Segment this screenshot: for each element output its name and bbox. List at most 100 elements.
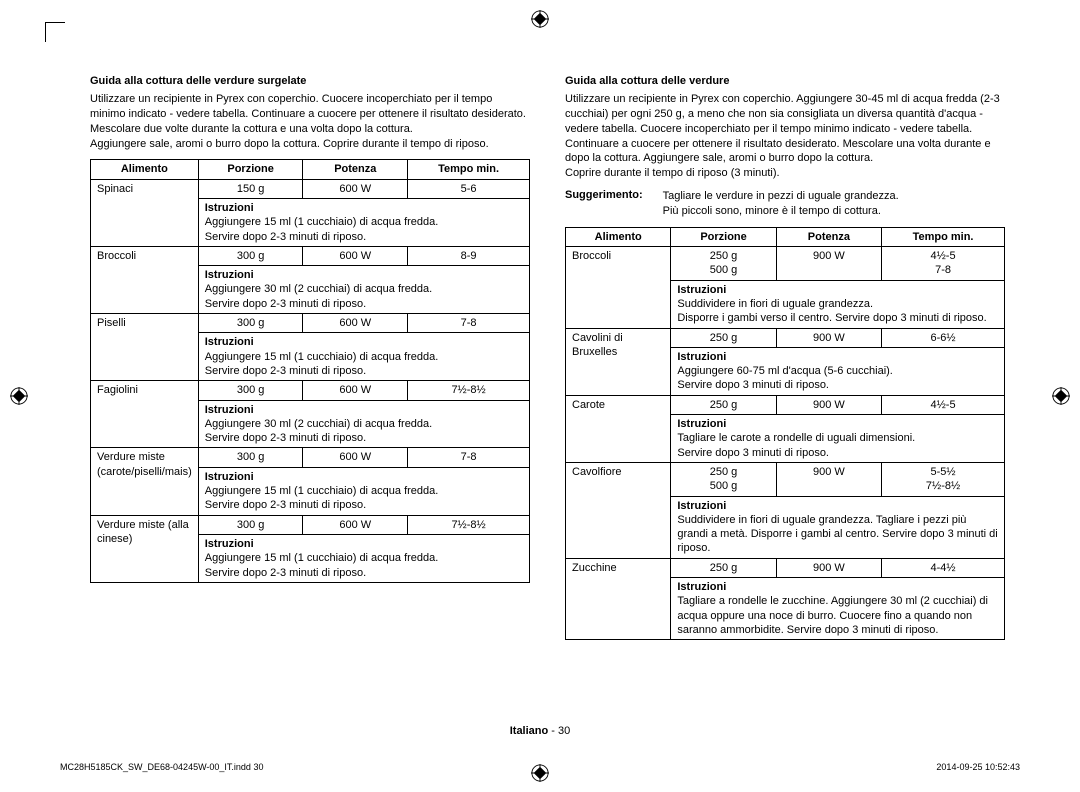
cell-portion: 150 g xyxy=(198,179,303,198)
cell-power: 600 W xyxy=(303,246,408,265)
table-row: Fagiolini300 g600 W7½-8½ xyxy=(91,381,530,400)
cell-time: 4-4½ xyxy=(882,558,1005,577)
right-intro: Utilizzare un recipiente in Pyrex con co… xyxy=(565,92,1005,181)
table-header-row: Alimento Porzione Potenza Tempo min. xyxy=(91,160,530,179)
cell-power: 900 W xyxy=(776,395,881,414)
left-column: Guida alla cottura delle verdure surgela… xyxy=(90,75,530,640)
cell-instructions: IstruzioniTagliare le carote a rondelle … xyxy=(671,415,1005,463)
fresh-veg-table: Alimento Porzione Potenza Tempo min. Bro… xyxy=(565,227,1005,640)
table-row: Cavolini di Bruxelles250 g900 W6-6½ xyxy=(566,328,1005,347)
cell-power: 900 W xyxy=(776,247,881,281)
cell-portion: 300 g xyxy=(198,515,303,534)
right-section-title: Guida alla cottura delle verdure xyxy=(565,75,1005,87)
instructions-label: Istruzioni xyxy=(677,284,726,296)
instructions-label: Istruzioni xyxy=(677,418,726,430)
instructions-label: Istruzioni xyxy=(205,471,254,483)
cell-power: 600 W xyxy=(303,314,408,333)
cell-instructions: IstruzioniSuddividere in fiori di uguale… xyxy=(671,496,1005,558)
instructions-label: Istruzioni xyxy=(677,351,726,363)
col-potenza: Potenza xyxy=(303,160,408,179)
cell-power: 900 W xyxy=(776,558,881,577)
cell-power: 600 W xyxy=(303,448,408,467)
cell-portion: 250 g xyxy=(671,395,776,414)
cell-instructions: IstruzioniAggiungere 15 ml (1 cucchiaio)… xyxy=(198,534,529,582)
col-alimento: Alimento xyxy=(566,227,671,246)
tip-row: Suggerimento: Tagliare le verdure in pez… xyxy=(565,189,1005,219)
cell-food: Zucchine xyxy=(566,558,671,639)
cell-power: 900 W xyxy=(776,328,881,347)
cell-food: Verdure miste (alla cinese) xyxy=(91,515,199,582)
cell-time: 6-6½ xyxy=(882,328,1005,347)
table-header-row: Alimento Porzione Potenza Tempo min. xyxy=(566,227,1005,246)
table-row: Cavolfiore250 g500 g900 W5-5½7½-8½ xyxy=(566,462,1005,496)
cell-portion: 250 g500 g xyxy=(671,247,776,281)
frozen-veg-table: Alimento Porzione Potenza Tempo min. Spi… xyxy=(90,159,530,582)
instructions-label: Istruzioni xyxy=(677,581,726,593)
instructions-label: Istruzioni xyxy=(205,202,254,214)
registration-mark-icon xyxy=(1052,387,1070,405)
table-row: Spinaci150 g600 W5-6 xyxy=(91,179,530,198)
cell-time: 7-8 xyxy=(408,448,530,467)
cell-portion: 300 g xyxy=(198,246,303,265)
tip-text: Tagliare le verdure in pezzi di uguale g… xyxy=(663,189,1005,219)
right-column: Guida alla cottura delle verdure Utilizz… xyxy=(565,75,1005,640)
cell-time: 8-9 xyxy=(408,246,530,265)
cell-portion: 300 g xyxy=(198,448,303,467)
print-meta-left: MC28H5185CK_SW_DE68-04245W-00_IT.indd 30 xyxy=(60,762,263,772)
cell-portion: 300 g xyxy=(198,381,303,400)
cell-food: Broccoli xyxy=(566,247,671,328)
left-intro: Utilizzare un recipiente in Pyrex con co… xyxy=(90,92,530,151)
cell-time: 4½-57-8 xyxy=(882,247,1005,281)
col-tempo: Tempo min. xyxy=(882,227,1005,246)
table-row: Broccoli300 g600 W8-9 xyxy=(91,246,530,265)
page-footer: Italiano - 30 xyxy=(0,725,1080,737)
table-row: Carote250 g900 W4½-5 xyxy=(566,395,1005,414)
col-potenza: Potenza xyxy=(776,227,881,246)
cell-instructions: IstruzioniAggiungere 30 ml (2 cucchiai) … xyxy=(198,400,529,448)
cell-food: Broccoli xyxy=(91,246,199,313)
instructions-label: Istruzioni xyxy=(205,404,254,416)
cell-food: Fagiolini xyxy=(91,381,199,448)
cell-time: 7½-8½ xyxy=(408,381,530,400)
col-tempo: Tempo min. xyxy=(408,160,530,179)
cell-instructions: IstruzioniTagliare a rondelle le zucchin… xyxy=(671,577,1005,639)
left-section-title: Guida alla cottura delle verdure surgela… xyxy=(90,75,530,87)
table-row: Verdure miste (carote/piselli/mais)300 g… xyxy=(91,448,530,467)
cell-portion: 250 g xyxy=(671,558,776,577)
cell-power: 600 W xyxy=(303,179,408,198)
registration-mark-icon xyxy=(531,764,549,782)
instructions-label: Istruzioni xyxy=(677,500,726,512)
cell-instructions: IstruzioniSuddividere in fiori di uguale… xyxy=(671,280,1005,328)
instructions-label: Istruzioni xyxy=(205,336,254,348)
col-porzione: Porzione xyxy=(671,227,776,246)
cell-time: 5-5½7½-8½ xyxy=(882,462,1005,496)
cell-time: 4½-5 xyxy=(882,395,1005,414)
cell-power: 600 W xyxy=(303,381,408,400)
tip-label: Suggerimento: xyxy=(565,189,643,219)
table-row: Verdure miste (alla cinese)300 g600 W7½-… xyxy=(91,515,530,534)
cell-food: Cavolini di Bruxelles xyxy=(566,328,671,395)
registration-mark-icon xyxy=(10,387,28,405)
cell-instructions: IstruzioniAggiungere 60-75 ml d'acqua (5… xyxy=(671,347,1005,395)
cell-food: Spinaci xyxy=(91,179,199,246)
table-row: Broccoli250 g500 g900 W4½-57-8 xyxy=(566,247,1005,281)
cell-portion: 300 g xyxy=(198,314,303,333)
page-body: Guida alla cottura delle verdure surgela… xyxy=(90,75,1005,640)
footer-page: 30 xyxy=(558,725,570,737)
instructions-label: Istruzioni xyxy=(205,269,254,281)
cell-food: Verdure miste (carote/piselli/mais) xyxy=(91,448,199,515)
cell-food: Carote xyxy=(566,395,671,462)
cell-instructions: IstruzioniAggiungere 15 ml (1 cucchiaio)… xyxy=(198,467,529,515)
cell-time: 7½-8½ xyxy=(408,515,530,534)
cell-instructions: IstruzioniAggiungere 30 ml (2 cucchiai) … xyxy=(198,266,529,314)
cell-time: 7-8 xyxy=(408,314,530,333)
cell-food: Cavolfiore xyxy=(566,462,671,558)
crop-mark-icon xyxy=(45,22,65,42)
cell-power: 900 W xyxy=(776,462,881,496)
cell-power: 600 W xyxy=(303,515,408,534)
print-meta-right: 2014-09-25 10:52:43 xyxy=(936,762,1020,772)
registration-mark-icon xyxy=(531,10,549,28)
cell-portion: 250 g500 g xyxy=(671,462,776,496)
col-porzione: Porzione xyxy=(198,160,303,179)
table-row: Zucchine250 g900 W4-4½ xyxy=(566,558,1005,577)
